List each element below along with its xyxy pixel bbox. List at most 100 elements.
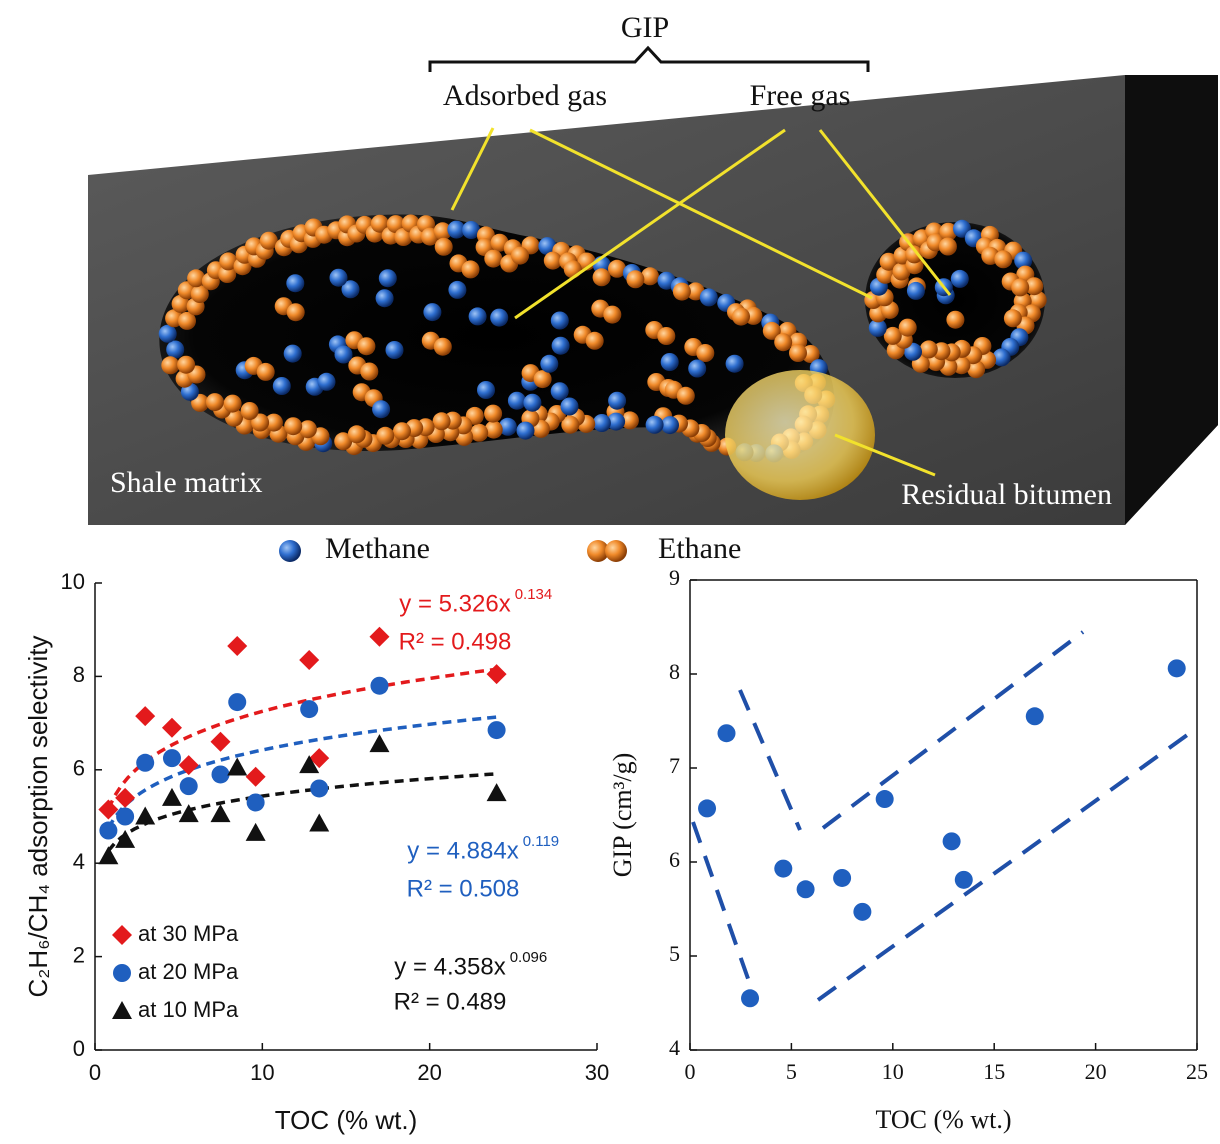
ethane bbox=[1011, 278, 1029, 296]
y-tick-label: 10 bbox=[61, 569, 85, 594]
y-tick-label: 4 bbox=[669, 1035, 680, 1060]
methane bbox=[372, 400, 390, 418]
diamond-point bbox=[246, 767, 266, 787]
methane bbox=[379, 269, 397, 287]
methane bbox=[523, 394, 541, 412]
methane bbox=[166, 341, 184, 359]
methane bbox=[159, 325, 177, 343]
ethane bbox=[593, 268, 611, 286]
methane bbox=[477, 381, 495, 399]
free-label: Free gas bbox=[750, 79, 851, 112]
fit-equation: y = 4.884x bbox=[407, 837, 518, 864]
block-side bbox=[1125, 75, 1218, 525]
trend-line bbox=[823, 632, 1083, 828]
ethane bbox=[677, 387, 695, 405]
y-tick-label: 4 bbox=[73, 849, 85, 874]
methane bbox=[726, 355, 744, 373]
ethane bbox=[206, 393, 224, 411]
methane bbox=[646, 416, 664, 434]
x-tick-label: 5 bbox=[786, 1059, 797, 1084]
methane bbox=[508, 392, 526, 410]
circle-point bbox=[1026, 707, 1044, 725]
diamond-point bbox=[211, 732, 231, 752]
ethane bbox=[774, 333, 792, 351]
trend-lines bbox=[693, 632, 1197, 1000]
gip-chart: 0510152025456789TOC (% wt.)GIP (cm³/g) bbox=[608, 565, 1208, 1134]
ethane bbox=[657, 327, 675, 345]
circle-point bbox=[163, 749, 181, 767]
ethane bbox=[257, 363, 275, 381]
diamond-point bbox=[162, 718, 182, 738]
ethane bbox=[994, 250, 1012, 268]
ethane bbox=[360, 363, 378, 381]
circle-point bbox=[943, 832, 961, 850]
circle-point bbox=[116, 808, 134, 826]
ethane bbox=[161, 356, 179, 374]
fit-equation: y = 4.358x bbox=[394, 953, 505, 980]
circle-point bbox=[310, 779, 328, 797]
methane bbox=[335, 346, 353, 364]
matrix-label: Shale matrix bbox=[110, 466, 262, 499]
methane bbox=[273, 377, 291, 395]
y-axis-label: C₂H₆/CH₄ adsorption selectivity bbox=[23, 635, 53, 997]
fit-equation: y = 5.326x bbox=[399, 590, 510, 617]
ethane bbox=[434, 338, 452, 356]
ethane bbox=[287, 303, 305, 321]
ethane bbox=[626, 270, 644, 288]
y-tick-label: 9 bbox=[669, 565, 680, 590]
y-tick-label: 7 bbox=[669, 753, 680, 778]
circle-point bbox=[853, 903, 871, 921]
ethane bbox=[673, 283, 691, 301]
ethane bbox=[484, 405, 502, 423]
x-tick-label: 0 bbox=[89, 1060, 101, 1085]
legend-label: at 20 MPa bbox=[138, 959, 239, 984]
methane bbox=[540, 355, 558, 373]
fit-exponent: 0.119 bbox=[523, 833, 559, 850]
ethane bbox=[511, 247, 529, 265]
legend-label: at 10 MPa bbox=[138, 997, 239, 1022]
methane bbox=[561, 398, 579, 416]
diamond-point bbox=[112, 925, 132, 945]
ethane bbox=[939, 238, 957, 256]
ethane bbox=[696, 344, 714, 362]
circle-point bbox=[488, 721, 506, 739]
triangle-point bbox=[309, 814, 329, 832]
x-tick-label: 0 bbox=[685, 1059, 696, 1084]
bitumen-label: Residual bitumen bbox=[901, 478, 1112, 511]
methane bbox=[951, 270, 969, 288]
ethane bbox=[920, 340, 938, 358]
diamond-point bbox=[135, 706, 155, 726]
triangle-point bbox=[179, 804, 199, 822]
methane bbox=[284, 345, 302, 363]
triangle-point bbox=[227, 757, 247, 775]
circle-point bbox=[370, 677, 388, 695]
y-axis-label: GIP (cm³/g) bbox=[608, 753, 637, 878]
circle-point bbox=[774, 860, 792, 878]
ethane bbox=[348, 425, 366, 443]
ethane bbox=[224, 395, 242, 413]
ethane bbox=[241, 402, 259, 420]
methane bbox=[469, 307, 487, 325]
bitumen bbox=[725, 370, 875, 500]
methane bbox=[386, 341, 404, 359]
circle-point bbox=[833, 869, 851, 887]
methane bbox=[700, 288, 718, 306]
ethane bbox=[357, 337, 375, 355]
ethane bbox=[586, 332, 604, 350]
ethane bbox=[376, 427, 394, 445]
figure: GIP Adsorbed gas Free gas Shale matrix R… bbox=[0, 0, 1220, 1144]
triangle-point bbox=[369, 734, 389, 752]
methane bbox=[551, 312, 569, 330]
x-axis-label: TOC (% wt.) bbox=[875, 1105, 1011, 1134]
fit-r2: R² = 0.508 bbox=[407, 875, 520, 902]
ethane bbox=[534, 370, 552, 388]
methane bbox=[490, 309, 508, 327]
ethane bbox=[899, 319, 917, 337]
ethane bbox=[732, 308, 750, 326]
methane bbox=[330, 269, 348, 287]
x-tick-label: 20 bbox=[1085, 1059, 1107, 1084]
x-tick-label: 15 bbox=[983, 1059, 1005, 1084]
fit-exponent: 0.096 bbox=[510, 949, 548, 966]
diamond-point bbox=[98, 799, 118, 819]
